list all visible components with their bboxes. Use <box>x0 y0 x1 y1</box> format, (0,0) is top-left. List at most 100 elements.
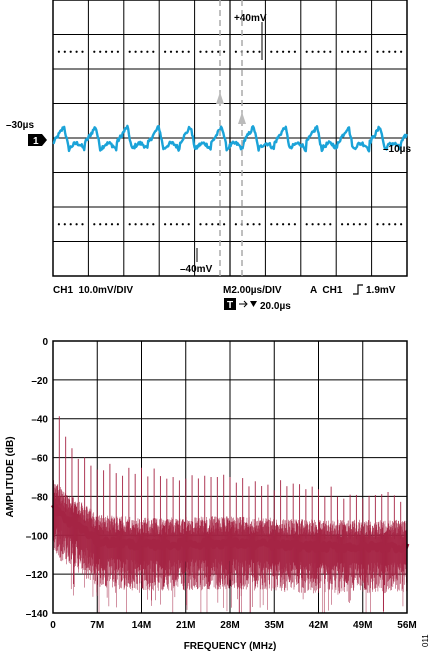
y-tick-label: 0 <box>42 337 48 348</box>
spectrum-chart: 0 7M 14M 21M 28M 35M 42M 49M 56M 0 –20 –40 –60 –80 –1… <box>5 337 430 652</box>
scope-dot <box>128 223 131 226</box>
spectrum-plot-frame <box>52 340 408 614</box>
scope-dot <box>134 223 137 226</box>
scope-dot <box>287 50 291 53</box>
x-tick-label: 7M <box>90 620 104 631</box>
scope-dot <box>305 223 308 226</box>
scope-trace <box>52 124 408 153</box>
scope-dot <box>175 223 178 226</box>
x-tick-label: 14M <box>132 620 151 631</box>
scope-dot <box>317 223 320 226</box>
scope-dot <box>175 50 178 53</box>
scope-dot <box>199 223 202 226</box>
scope-dot <box>93 50 96 53</box>
scope-dot <box>187 223 190 226</box>
scope-dot <box>346 50 350 53</box>
scope-dot <box>99 223 102 226</box>
scope-dot <box>217 223 220 226</box>
x-axis-label: FREQUENCY (MHz) <box>184 641 277 652</box>
scope-dot <box>211 223 214 226</box>
minus30us-label: –30µs <box>6 120 34 131</box>
scope-dot <box>152 50 155 53</box>
scope-dot <box>311 223 314 226</box>
trigger-level-label: 1.9mV <box>366 285 396 296</box>
scope-dot <box>164 50 167 53</box>
scope-dot <box>81 223 84 226</box>
scope-dot <box>282 50 285 53</box>
scope-dot <box>358 50 361 53</box>
scope-dot <box>270 50 273 53</box>
scope-dot <box>146 50 149 53</box>
scope-dot <box>57 50 61 53</box>
scope-dot <box>293 223 296 226</box>
scope-dot <box>388 223 391 226</box>
t-marker-box <box>224 298 236 310</box>
scope-dot <box>134 50 137 53</box>
y-tick-label: –100 <box>26 531 49 542</box>
scope-dot <box>205 50 208 53</box>
scope-dot <box>323 223 326 226</box>
plus40-label: +40mV <box>234 13 267 24</box>
scope-dot <box>276 50 279 53</box>
scope-dot <box>246 223 249 226</box>
y-axis-label: AMPLITUDE (dB) <box>5 436 16 517</box>
time-scale-label: M2.00µs/DIV <box>223 285 282 296</box>
scope-dot <box>329 50 332 53</box>
scope-dot <box>105 223 108 226</box>
scope-dot <box>358 223 361 226</box>
scope-dot <box>341 223 344 226</box>
x-tick-label: 21M <box>176 620 195 631</box>
y-tick-label: –140 <box>26 609 49 620</box>
scope-dot <box>140 223 143 226</box>
scope-dot <box>258 223 261 226</box>
scope-dot <box>252 223 255 226</box>
scope-dot <box>110 50 114 53</box>
cursor-marker-2 <box>238 112 246 124</box>
minus10us-label: –10µs <box>383 144 411 155</box>
scope-dot <box>352 50 355 53</box>
scope-dot <box>323 50 326 53</box>
scope-dot <box>116 50 119 53</box>
spectrum-floor-band <box>50 503 410 554</box>
cursor-marker-1 <box>216 92 224 104</box>
scope-dot <box>116 223 119 226</box>
scope-dot <box>223 223 226 226</box>
scope-dot <box>75 50 78 53</box>
scope-dot <box>364 223 367 226</box>
scope-dot <box>317 50 320 53</box>
scope-dot <box>382 223 385 226</box>
scope-dot <box>57 223 61 226</box>
scope-dot <box>270 223 273 226</box>
spectrum-series <box>50 416 410 613</box>
x-tick-label: 49M <box>353 620 372 631</box>
scope-dot <box>152 223 155 226</box>
scope-dot <box>169 223 173 226</box>
channel-1-marker: 1 <box>28 134 47 147</box>
scope-dot <box>128 50 131 53</box>
scope-dot <box>63 223 66 226</box>
scope-dot <box>394 223 397 226</box>
scope-dot <box>364 50 367 53</box>
scope-dot <box>75 223 78 226</box>
scope-dot <box>311 50 314 53</box>
scope-waveform <box>52 124 408 153</box>
scope-dot <box>346 223 350 226</box>
x-tick-label: 0 <box>50 620 56 631</box>
x-tick-label: 42M <box>309 620 328 631</box>
scope-dot <box>211 50 214 53</box>
scope-dot <box>99 50 102 53</box>
scope-dot <box>146 223 149 226</box>
oscilloscope-chart: +40mV –40mV –30µs –10µs 1 CH1 10.0mV/DIV… <box>6 0 411 312</box>
x-tick-label: 56M <box>397 620 416 631</box>
delay-label: 20.0µs <box>260 301 291 312</box>
scope-dot <box>246 50 249 53</box>
scope-dot <box>400 50 403 53</box>
scope-dot <box>63 50 66 53</box>
x-tick-label: 35M <box>265 620 284 631</box>
scope-dot <box>376 50 379 53</box>
scope-dot <box>287 223 291 226</box>
scope-dot <box>93 223 96 226</box>
channel-1-marker-label: 1 <box>33 136 39 147</box>
scope-dot <box>329 223 332 226</box>
t-marker-label: T <box>227 300 233 311</box>
